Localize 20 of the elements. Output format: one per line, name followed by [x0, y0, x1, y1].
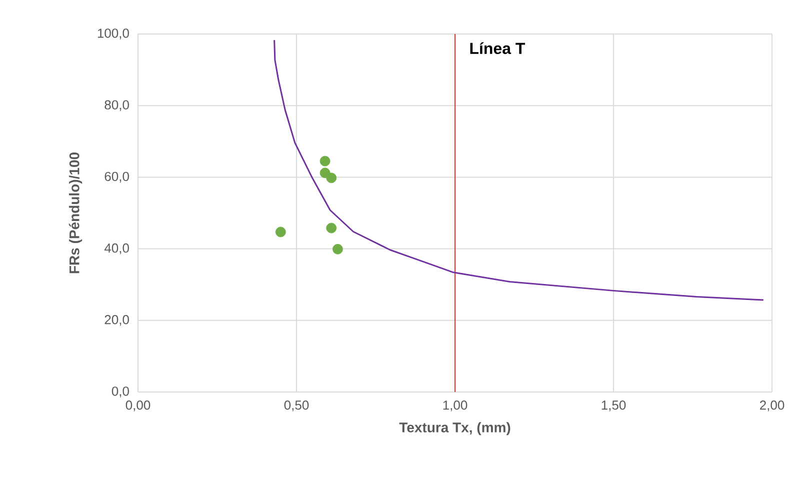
y-tick-label: 20,0: [104, 315, 129, 326]
y-tick-label: 40,0: [104, 243, 129, 254]
point: [326, 172, 337, 184]
y-tick-label: 60,0: [104, 172, 129, 183]
point: [275, 226, 286, 238]
x-tick-label: 1,50: [602, 400, 626, 412]
point: [332, 244, 343, 254]
y-axis-title: FRs (Péndulo)/100: [68, 152, 82, 274]
ref-line-label: Línea T: [470, 42, 526, 54]
x-tick-label: 2,00: [760, 400, 784, 412]
x-tick-label: 0,50: [284, 400, 309, 412]
y-tick-label: 80,0: [104, 100, 129, 111]
line-series: [274, 39, 764, 301]
point: [326, 222, 337, 234]
y-tick-label: 100,0: [98, 28, 129, 40]
x-axis-title: Textura Tx, (mm): [399, 422, 510, 436]
y-tick-label: 0,0: [112, 386, 129, 398]
point: [320, 156, 330, 166]
x-tick-label: 1,00: [443, 400, 468, 412]
x-tick-label: 0,00: [126, 400, 150, 412]
